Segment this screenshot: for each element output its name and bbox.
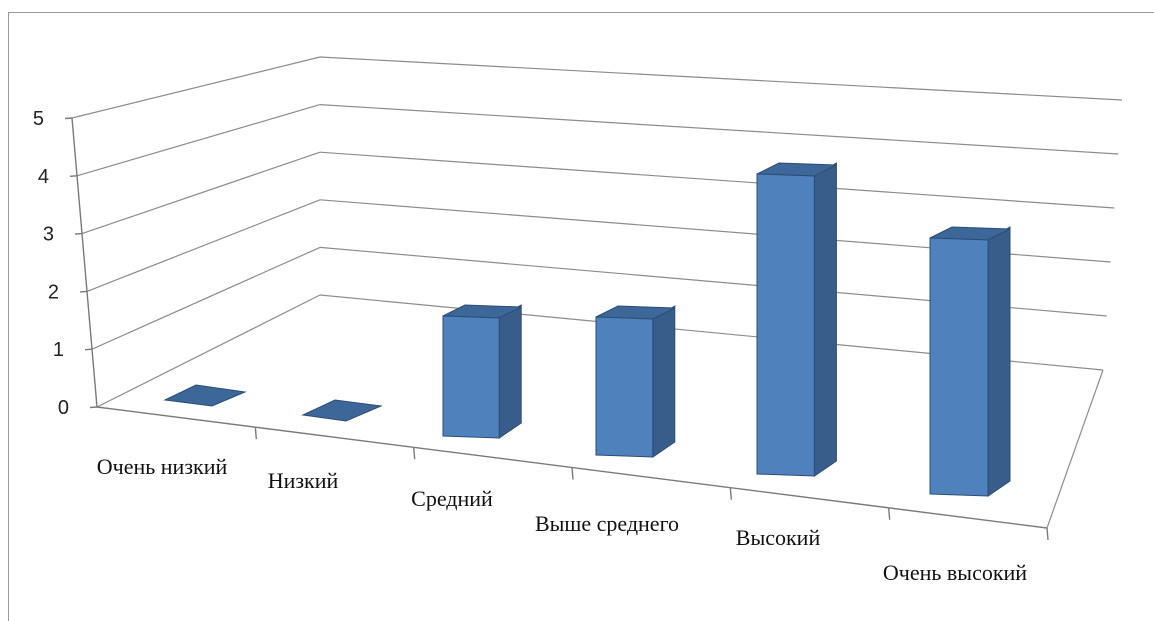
x-tick-label: Очень высокий [883, 560, 1027, 585]
floor-left-edge [96, 294, 321, 408]
left-wall-gridline [76, 104, 321, 177]
x-tick-label: Высокий [736, 525, 821, 550]
x-tick-label: Очень низкий [97, 454, 228, 479]
bar-side [813, 162, 837, 477]
x-tick-label: Средний [411, 486, 493, 511]
left-wall-gridline [71, 56, 321, 119]
chart-area [8, 12, 1154, 621]
bar [595, 316, 654, 458]
x-tick-label: Выше среднего [535, 511, 679, 536]
y-tick-mark [84, 348, 93, 351]
bar [301, 399, 383, 422]
y-tick-mark [79, 290, 88, 293]
left-wall-gridline [86, 199, 321, 292]
back-wall-gridline [319, 56, 1123, 101]
back-wall-gridline [319, 151, 1115, 209]
y-tick-mark [74, 232, 83, 235]
x-tick-mark [887, 507, 891, 520]
bar [929, 237, 989, 497]
y-axis-tick-labels: 0 1 2 3 4 5 [33, 108, 69, 419]
x-tick-mark [729, 487, 733, 500]
bar-side [498, 304, 522, 439]
y-tick-label: 4 [38, 166, 49, 188]
bar [163, 384, 247, 407]
bar [442, 315, 500, 439]
bar [756, 173, 815, 477]
y-tick-label: 3 [43, 224, 54, 246]
left-wall-gridline [81, 151, 321, 235]
x-axis-tick-labels: Очень низкий Низкий Средний Выше среднего Вы… [97, 454, 1028, 585]
y-tick-mark [89, 406, 98, 409]
y-tick-label: 2 [48, 281, 59, 303]
x-tick-mark [1046, 527, 1049, 541]
x-tick-mark [571, 467, 574, 480]
y-tick-mark [69, 175, 78, 177]
axes [64, 117, 1049, 541]
left-wall-gridline [91, 246, 321, 350]
y-tick-mark [64, 117, 73, 120]
x-tick-mark [412, 447, 416, 460]
back-wall-gridline [319, 104, 1119, 155]
bars [163, 162, 1011, 497]
bar-side [652, 305, 676, 458]
y-tick-label: 5 [33, 108, 44, 130]
x-tick-label: Низкий [268, 468, 339, 493]
floor-right-edge [1046, 369, 1104, 529]
y-tick-label: 0 [58, 397, 69, 419]
y-axis-line [71, 117, 98, 408]
bar-side [987, 226, 1011, 497]
y-tick-label: 1 [53, 339, 64, 361]
x-tick-mark [254, 427, 258, 440]
